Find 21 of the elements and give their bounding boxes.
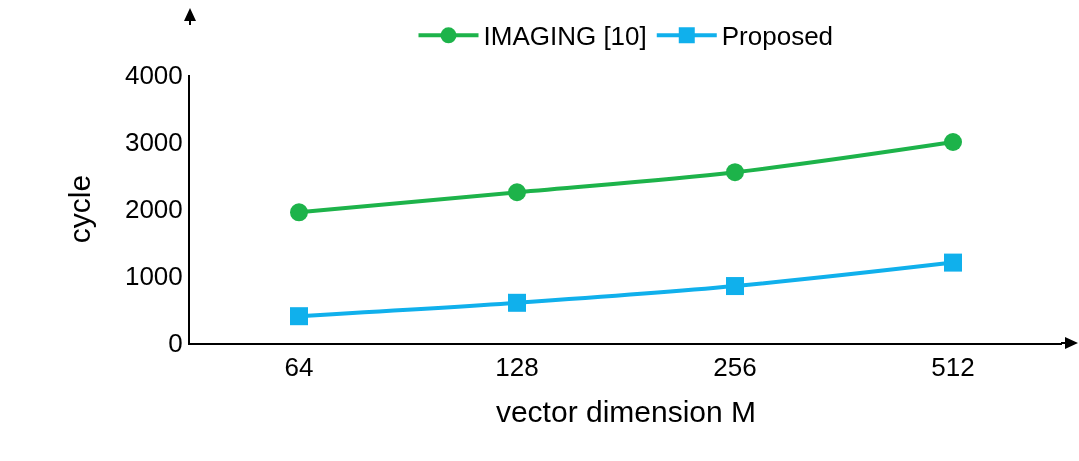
x-tick-label: 512 bbox=[931, 352, 975, 383]
point bbox=[290, 203, 308, 222]
y-tick-label: 2000 bbox=[124, 194, 183, 225]
x-tick-label: 128 bbox=[495, 352, 539, 383]
point bbox=[508, 183, 526, 202]
y-tick-label: 3000 bbox=[124, 127, 183, 158]
legend-label: IMAGING [10] bbox=[483, 21, 647, 52]
x-tick-label: 256 bbox=[713, 352, 757, 383]
y-tick-label: 4000 bbox=[124, 60, 183, 91]
point bbox=[726, 277, 744, 296]
legend-label: Proposed bbox=[721, 21, 834, 52]
y-axis-title: cycle bbox=[63, 174, 97, 244]
point bbox=[944, 133, 962, 151]
point bbox=[726, 163, 744, 182]
x-tick-label: 64 bbox=[284, 352, 314, 383]
point bbox=[508, 293, 526, 312]
point bbox=[944, 253, 962, 272]
point bbox=[290, 307, 308, 326]
y-tick-label: 1000 bbox=[124, 261, 183, 292]
y-tick-label: 0 bbox=[168, 328, 183, 359]
x-axis-title: vector dimension M bbox=[495, 395, 757, 429]
